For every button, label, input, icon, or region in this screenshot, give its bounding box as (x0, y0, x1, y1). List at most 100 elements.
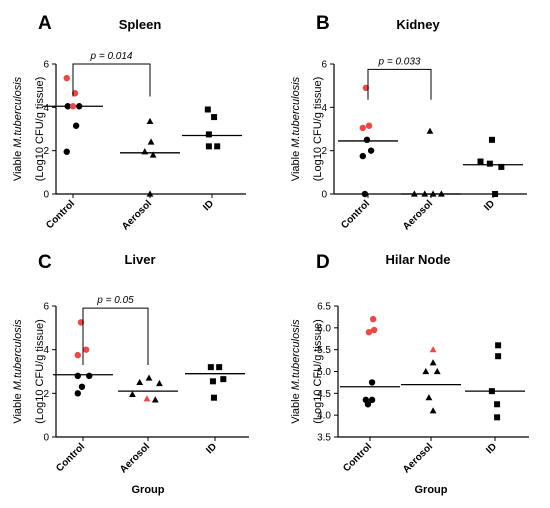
p-value-label: p = 0.014 (90, 51, 133, 62)
data-point-id (498, 163, 505, 170)
y-axis-title-units: (Log10 CFU/g tissue) (312, 77, 324, 182)
y-axis-title-units: (Log10 CFU/g tissue) (312, 319, 324, 424)
x-tick-label-id: ID (484, 441, 499, 456)
y-axis-title: Viable M.tuberculosis (12, 76, 24, 181)
chart-panel-a: A Spleen Viable M.tuberculosis (Log10 CFU/g… (12, 13, 246, 232)
data-point-id (495, 353, 502, 360)
data-point-control (370, 326, 378, 334)
data-point-id (494, 414, 501, 421)
x-tick-label-id: ID (482, 198, 497, 213)
y-tick-label: 6.5 (317, 302, 331, 313)
data-point-aerosol (425, 394, 433, 401)
x-tick-label-aerosol: Aerosol (118, 441, 152, 475)
data-point-id (216, 364, 223, 371)
data-point-aerosol (141, 148, 149, 155)
x-tick-label-id: ID (204, 441, 219, 456)
data-point-id (211, 114, 218, 121)
data-point-aerosol (426, 127, 434, 134)
y-tick-label: 4 (43, 345, 49, 356)
chart-panel-c: C Liver Viable M.tuberculosis (Log10 CFU/g … (12, 252, 249, 496)
panel-letter: A (38, 13, 52, 34)
x-tick-label-aerosol: Aerosol (401, 198, 435, 232)
panel-letter: D (316, 252, 330, 273)
p-value-label: p = 0.033 (378, 56, 421, 67)
y-axis-title: Viable M.tuberculosis (12, 319, 24, 424)
data-point-control (368, 379, 376, 386)
y-tick-label: 2 (43, 389, 49, 400)
data-point-aerosol (421, 190, 429, 197)
chart-panel-d: D Hilar Node Viable M.tuberculosis (Log10 C… (290, 252, 529, 496)
data-point-control (367, 147, 375, 154)
data-point-control (369, 315, 377, 323)
y-tick-label: 5.0 (317, 367, 331, 378)
data-point-control (364, 401, 372, 408)
y-axis-title: Viable M.tuberculosis (290, 319, 302, 424)
data-point-id (494, 401, 501, 408)
x-tick-label-control: Control (339, 198, 372, 231)
data-point-aerosol (149, 151, 157, 158)
y-tick-label: 2 (43, 146, 49, 157)
y-axis-title-units: (Log10 CFU/g tissue) (34, 319, 46, 424)
data-point-aerosol (143, 395, 151, 402)
data-point-id (477, 158, 484, 165)
data-point-id (214, 143, 221, 150)
panel-title: Spleen (119, 17, 162, 32)
data-point-aerosol (433, 367, 441, 375)
data-point-control (82, 346, 90, 353)
data-point-aerosol (429, 407, 437, 414)
data-point-id (495, 342, 502, 349)
y-tick-label: 2 (321, 146, 327, 157)
data-point-control (78, 383, 86, 390)
data-point-aerosol (147, 138, 155, 145)
data-point-aerosol (129, 390, 136, 398)
y-tick-label: 3.5 (317, 433, 331, 444)
y-tick-label: 0 (43, 433, 49, 444)
y-tick-label: 6 (43, 302, 49, 313)
data-point-id (207, 364, 214, 371)
data-point-control (365, 122, 373, 129)
data-point-id (488, 388, 495, 395)
data-point-control (359, 152, 366, 160)
data-point-control (76, 103, 83, 110)
x-tick-label-control: Control (54, 441, 87, 474)
data-point-control (363, 136, 371, 144)
data-point-control (365, 329, 373, 336)
panel-title: Hilar Node (385, 252, 450, 267)
y-tick-label: 5.5 (317, 345, 331, 356)
data-point-control (63, 148, 70, 155)
panel-letter: B (316, 13, 330, 34)
data-point-aerosol (422, 367, 430, 375)
data-point-aerosol (429, 346, 437, 353)
panel-title: Liver (124, 252, 155, 267)
x-tick-label-aerosol: Aerosol (401, 441, 435, 475)
x-axis-title: Group (132, 484, 165, 496)
data-point-id (210, 394, 217, 401)
data-point-id (486, 160, 493, 167)
x-axis-title: Group (415, 484, 448, 496)
y-tick-label: 6 (321, 60, 327, 71)
data-point-control (63, 74, 70, 82)
data-point-control (74, 372, 82, 380)
data-point-aerosol (145, 374, 153, 381)
data-point-id (488, 136, 495, 143)
significance-bracket (72, 63, 151, 97)
data-point-id (204, 106, 211, 113)
data-point-aerosol (136, 378, 144, 386)
data-point-control (74, 390, 82, 397)
y-tick-label: 4.5 (317, 389, 331, 400)
y-tick-label: 6 (43, 60, 49, 71)
y-axis-title: Viable M.tuberculosis (290, 76, 302, 181)
chart-panel-b: B Kidney Viable M.tuberculosis (Log10 CFU/g… (290, 13, 527, 232)
y-axis-title-units: (Log10 CFU/g tissue) (34, 77, 46, 182)
data-point-aerosol (410, 190, 418, 197)
x-tick-label-id: ID (201, 198, 216, 213)
y-tick-label: 4 (321, 103, 327, 114)
significance-bracket (367, 68, 432, 100)
data-point-aerosol (429, 190, 437, 197)
data-point-aerosol (146, 190, 154, 197)
x-tick-label-aerosol: Aerosol (120, 198, 154, 232)
data-point-aerosol (151, 396, 159, 403)
x-tick-label-control: Control (44, 198, 77, 231)
data-point-id (209, 378, 216, 385)
